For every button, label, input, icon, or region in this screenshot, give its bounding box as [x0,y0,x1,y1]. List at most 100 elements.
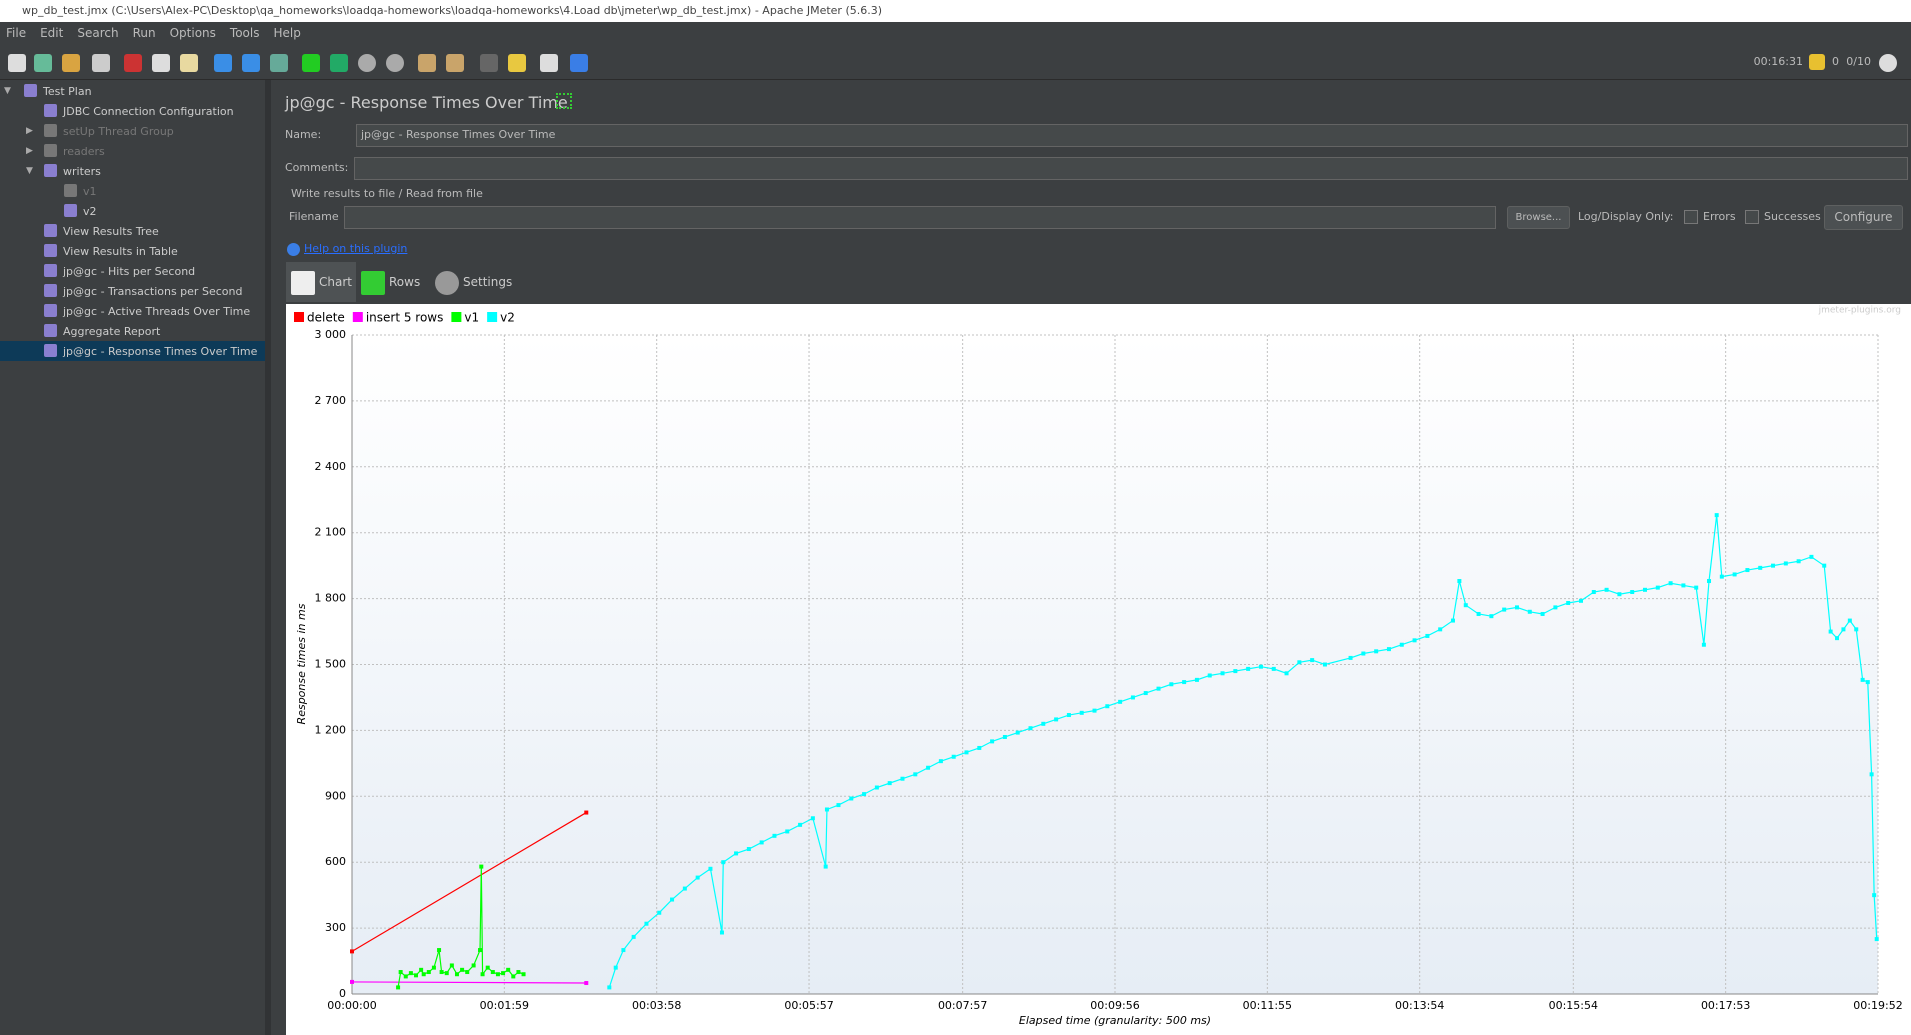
tree-node[interactable]: ▼ Test Plan [0,81,265,101]
menu-item[interactable]: Search [77,26,119,40]
data-point [1489,614,1494,619]
watermark: jmeter-plugins.org [1818,306,1901,316]
node-label: v1 [83,185,97,198]
menu-item[interactable]: Tools [229,26,260,40]
tab[interactable]: Chart [286,262,356,302]
tree-node[interactable]: Aggregate Report [0,321,265,341]
tree-node[interactable]: jp@gc - Transactions per Second [0,281,265,301]
data-point [1118,699,1123,704]
expander[interactable]: ▶ [26,146,33,156]
data-point [1246,666,1251,671]
browse-button[interactable]: Browse... [1507,206,1570,229]
start-button[interactable] [302,54,320,72]
data-point [1822,563,1827,568]
data-point [1828,629,1833,634]
toggle-button[interactable] [270,54,288,72]
filename-label: Filename [289,210,339,223]
node-icon [44,344,57,357]
clear-button[interactable] [418,54,436,72]
data-point [607,985,612,990]
data-point [1412,638,1417,643]
paste-button[interactable] [180,54,198,72]
name-label: Name: [285,128,322,141]
expander[interactable]: ▼ [4,86,11,96]
tree-node[interactable]: v1 [0,181,265,201]
legend-swatch [451,312,462,322]
name-input[interactable]: jp@gc - Response Times Over Time [356,124,1908,147]
data-point [1182,680,1187,685]
menu-item[interactable]: Run [132,26,156,40]
expand-button[interactable] [214,54,232,72]
start-no-pause-button[interactable] [330,54,348,72]
data-point [1457,579,1462,584]
warning-icon[interactable] [1809,54,1825,70]
tree-node[interactable]: v2 [0,201,265,221]
node-icon [44,284,57,297]
function-helper-button[interactable] [540,54,558,72]
save-button[interactable] [92,54,110,72]
data-point [1399,642,1404,647]
tab[interactable]: Rows [356,262,430,302]
errors-checkbox[interactable] [1684,210,1698,224]
data-point [1130,695,1135,700]
reset-search-button[interactable] [508,54,526,72]
help-link[interactable]: Help on this plugin [304,242,408,255]
tree-node[interactable]: ▶ readers [0,141,265,161]
maximize-icon[interactable] [556,93,572,109]
tab-label: Settings [463,275,513,289]
templates-button[interactable] [34,54,52,72]
remote-button[interactable] [1879,54,1897,72]
configure-button[interactable]: Configure [1824,205,1903,230]
cut-button[interactable] [124,54,142,72]
new-button[interactable] [8,54,26,72]
data-point [350,949,354,954]
shutdown-button[interactable] [386,54,404,72]
expander[interactable]: ▼ [26,166,33,176]
tab[interactable]: Settings [430,262,516,302]
data-point [419,967,424,972]
tree-node[interactable]: jp@gc - Active Threads Over Time [0,301,265,321]
data-point [1514,605,1519,610]
menu-item[interactable]: Options [169,26,216,40]
data-point [964,750,969,755]
filename-input[interactable] [344,206,1496,229]
collapse-button[interactable] [242,54,260,72]
stop-button[interactable] [358,54,376,72]
series-line [397,866,524,988]
tree-node[interactable]: ▶ setUp Thread Group [0,121,265,141]
data-point [810,816,815,821]
expander[interactable]: ▶ [26,126,33,136]
tree-node[interactable]: jp@gc - Response Times Over Time [0,341,265,361]
data-point [746,847,751,852]
tab-icon [291,270,315,295]
tree-node[interactable]: View Results in Table [0,241,265,261]
open-button[interactable] [62,54,80,72]
help-button[interactable] [570,54,588,72]
x-axis-title: Elapsed time (granularity: 500 ms) [1019,1014,1211,1027]
copy-button[interactable] [152,54,170,72]
node-label: jp@gc - Response Times Over Time [63,345,258,358]
menu-item[interactable]: File [6,26,27,40]
clear-all-button[interactable] [446,54,464,72]
data-point [1527,609,1532,614]
tree-node[interactable]: View Results Tree [0,221,265,241]
menu-item[interactable]: Edit [40,26,64,40]
data-point [437,948,442,953]
data-point [396,985,401,990]
search-button[interactable] [480,54,498,72]
data-point [1041,721,1046,726]
comments-input[interactable] [354,157,1908,180]
data-point [1655,585,1660,590]
splitter[interactable] [265,80,271,1035]
data-point [403,974,408,979]
data-point [1233,669,1238,674]
data-point [1719,574,1724,579]
data-point [670,897,675,902]
data-point [1771,563,1776,568]
tree-node[interactable]: JDBC Connection Configuration [0,101,265,121]
menu-item[interactable]: Help [273,26,301,40]
successes-checkbox[interactable] [1745,210,1759,224]
data-point [874,785,879,790]
tree-node[interactable]: ▼ writers [0,161,265,181]
tree-node[interactable]: jp@gc - Hits per Second [0,261,265,281]
